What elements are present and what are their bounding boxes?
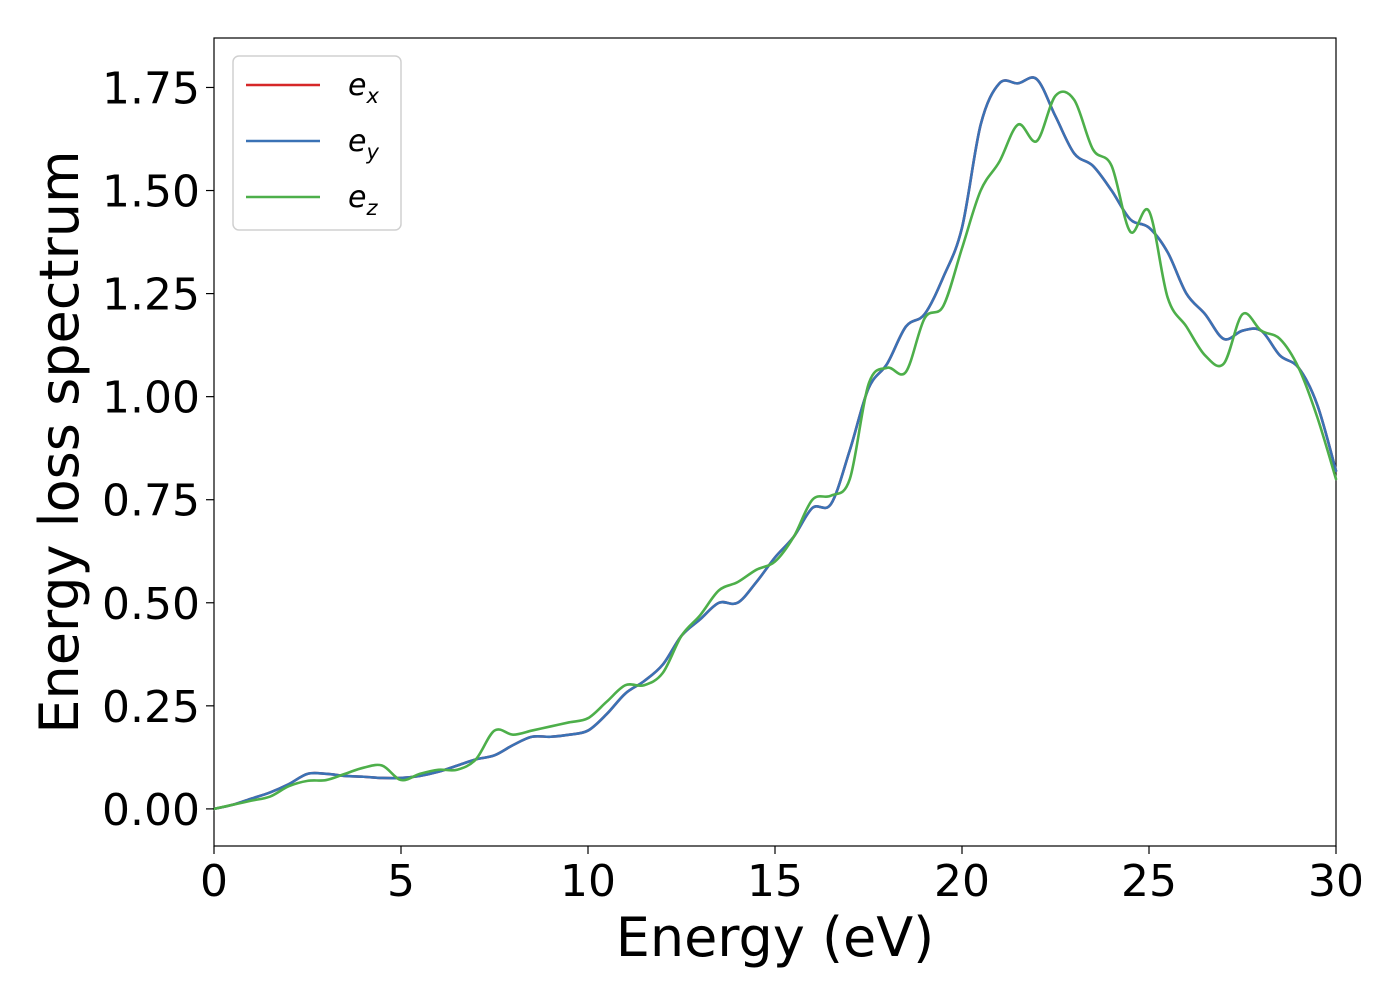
y-tick-label: 0.75 bbox=[102, 476, 200, 527]
x-tick-label: 15 bbox=[747, 856, 803, 907]
y-tick-label: 1.75 bbox=[102, 63, 200, 114]
x-tick-label: 20 bbox=[934, 856, 990, 907]
y-axis-label: Energy loss spectrum bbox=[28, 150, 91, 733]
x-tick-label: 5 bbox=[387, 856, 415, 907]
x-axis-ticks: 0 5 10 15 20 25 30 bbox=[200, 846, 1364, 907]
series-layer bbox=[212, 76, 1338, 811]
legend-box bbox=[232, 55, 402, 231]
y-axis-ticks: 0.00 0.25 0.50 0.75 1.00 1.25 1.50 1.75 bbox=[102, 63, 214, 836]
x-tick-label: 30 bbox=[1308, 856, 1364, 907]
y-tick-label: 1.25 bbox=[102, 270, 200, 321]
y-tick-label: 0.25 bbox=[102, 682, 200, 733]
x-axis-label: Energy (eV) bbox=[616, 906, 935, 969]
y-tick-label: 1.00 bbox=[102, 373, 200, 424]
x-tick-label: 0 bbox=[200, 856, 228, 907]
x-tick-label: 10 bbox=[560, 856, 616, 907]
y-tick-label: 0.50 bbox=[102, 579, 200, 630]
series-line-e-y bbox=[212, 76, 1338, 811]
y-tick-label: 0.00 bbox=[102, 785, 200, 836]
series-line-e-z bbox=[212, 90, 1338, 811]
x-tick-label: 25 bbox=[1121, 856, 1177, 907]
y-tick-label: 1.50 bbox=[102, 167, 200, 218]
legend-label-y: ey bbox=[348, 124, 379, 164]
